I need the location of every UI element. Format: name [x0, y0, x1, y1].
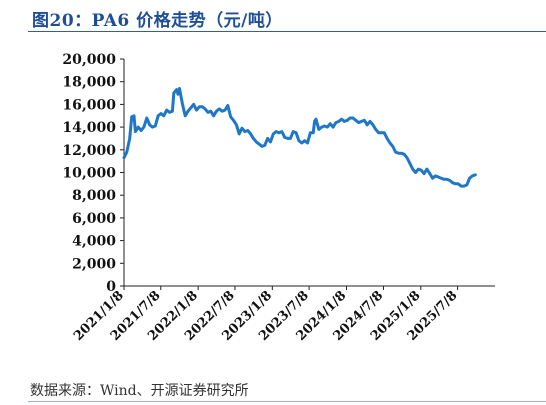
- figure-title: 图20：PA6 价格走势（元/吨）: [32, 11, 283, 31]
- y-tick-label: 8,000: [72, 188, 116, 204]
- y-tick-label: 4,000: [72, 234, 116, 250]
- price-line-chart: 0 2,000 4,000 6,000 8,000 10,000 12,000 14,000 1…: [62, 52, 495, 344]
- y-tick-label: 0: [106, 279, 116, 295]
- footer-divider: [28, 401, 546, 402]
- y-tick-label: 12,000: [62, 143, 116, 159]
- source-note: 数据来源：Wind、开源证券研究所: [30, 383, 249, 399]
- y-tick-label: 20,000: [62, 52, 116, 68]
- title-divider: [28, 31, 546, 32]
- y-tick-label: 6,000: [72, 211, 116, 227]
- y-tick-label: 10,000: [62, 166, 116, 182]
- y-tick-label: 16,000: [62, 97, 116, 113]
- y-tick-label: 14,000: [62, 120, 116, 136]
- y-tick-label: 18,000: [62, 75, 116, 91]
- y-tick-label: 2,000: [72, 256, 116, 272]
- price-series-line: [122, 87, 477, 188]
